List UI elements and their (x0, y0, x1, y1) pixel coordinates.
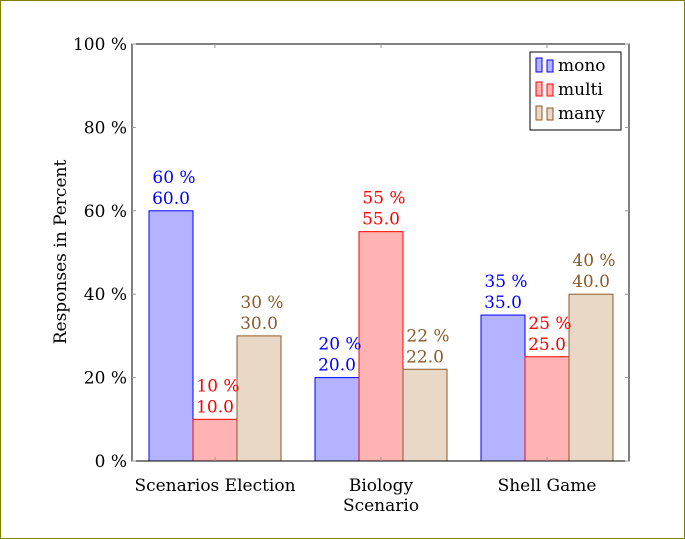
legend-swatch-multi (535, 81, 543, 97)
data-label-value: 20.0 (318, 356, 356, 376)
bar-mono (314, 377, 360, 462)
data-label-percent: 35 % (484, 272, 527, 292)
legend-label-mono: mono (558, 56, 606, 76)
bar-mono (480, 314, 526, 462)
y-tick-label: 60 % (84, 202, 127, 222)
y-tick-label: 100 % (73, 35, 127, 55)
legend-swatch-multi (546, 83, 554, 97)
data-label-percent: 10 % (196, 376, 239, 396)
legend-label-multi: multi (558, 80, 603, 100)
data-label-percent: 20 % (318, 335, 361, 355)
data-label-percent: 25 % (528, 314, 571, 334)
x-tick-label: Scenarios Election (134, 476, 295, 496)
data-label-value: 10.0 (196, 397, 234, 417)
y-tick-label: 20 % (84, 369, 127, 389)
data-label-percent: 60 % (152, 168, 195, 188)
legend: mono multi many (529, 51, 622, 131)
data-label-percent: 55 % (362, 189, 405, 209)
legend-swatch-many (535, 105, 543, 121)
x-tick-label: Biology (349, 476, 414, 496)
data-label-percent: 22 % (406, 326, 449, 346)
data-label-value: 60.0 (152, 189, 190, 209)
data-label-value: 55.0 (362, 210, 400, 230)
bar-mono (148, 210, 194, 462)
data-label-value: 22.0 (406, 347, 444, 367)
data-label-value: 25.0 (528, 335, 566, 355)
bar-many (402, 368, 448, 462)
legend-swatch-mono (546, 59, 554, 73)
legend-swatch-many (546, 107, 554, 121)
bar-many (236, 335, 282, 462)
data-label-value: 40.0 (572, 272, 610, 292)
bar-multi (358, 231, 404, 462)
bar-multi (192, 418, 238, 462)
bar-multi (524, 356, 570, 462)
legend-label-many: many (558, 104, 605, 124)
x-tick-label: Scenario (343, 496, 419, 516)
x-tick-label: Shell Game (498, 476, 597, 496)
bar-many (568, 293, 614, 462)
data-label-value: 35.0 (484, 293, 522, 313)
data-label-percent: 30 % (240, 293, 283, 313)
y-tick-label: 0 % (95, 452, 127, 472)
y-tick-label: 80 % (84, 118, 127, 138)
data-label-percent: 40 % (572, 251, 615, 271)
y-axis-label: Responses in Percent (51, 160, 71, 345)
legend-swatch-mono (535, 57, 543, 73)
data-label-value: 30.0 (240, 314, 278, 334)
y-tick-label: 40 % (84, 285, 127, 305)
